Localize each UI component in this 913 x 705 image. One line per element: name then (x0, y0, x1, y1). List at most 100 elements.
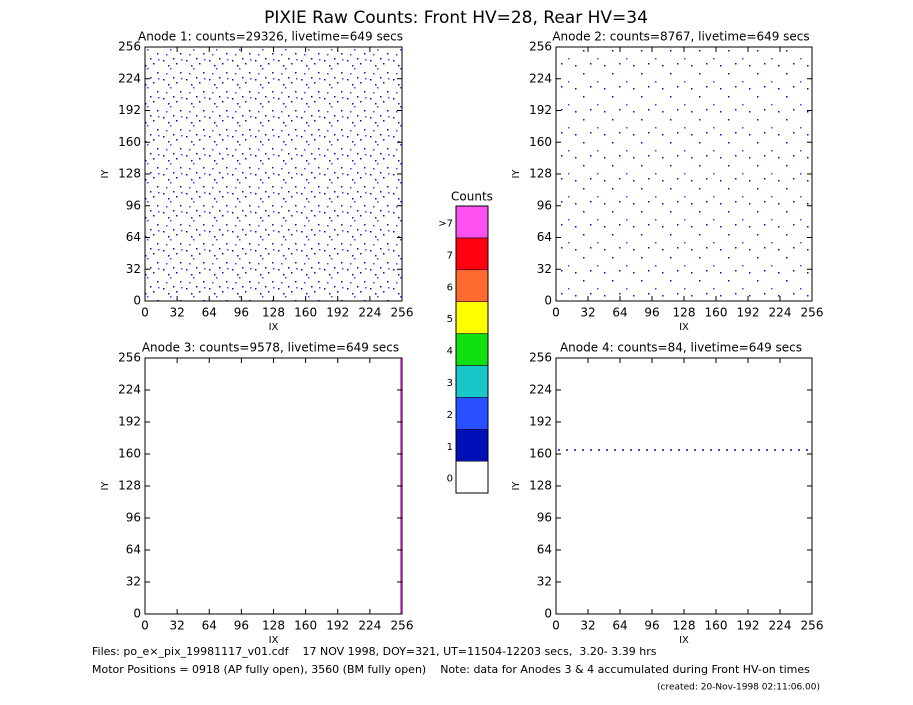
y-tick-label: 0 (544, 607, 552, 621)
x-tick-label: 32 (580, 619, 595, 633)
y-tick-label: 256 (529, 351, 552, 365)
y-tick-label: 128 (529, 479, 552, 493)
x-tick-label: 192 (326, 306, 349, 320)
y-tick-label: 32 (126, 262, 141, 276)
colorbar-cell (455, 333, 489, 366)
y-tick-label: 224 (118, 71, 141, 85)
x-tick-label: 96 (234, 619, 249, 633)
y-tick-label: 32 (537, 262, 552, 276)
y-tick-label: 256 (118, 40, 141, 54)
y-tick-label: 0 (133, 607, 141, 621)
colorbar-label: 6 (447, 282, 453, 293)
colorbar-label: 1 (447, 442, 453, 453)
colorbar-label: 0 (447, 474, 453, 485)
y-tick-label: 160 (118, 135, 141, 149)
x-tick-label: 64 (612, 619, 627, 633)
colorbar-cell (455, 269, 489, 302)
y-tick-label: 128 (118, 167, 141, 181)
x-tick-label: 192 (326, 619, 349, 633)
y-tick-label: 160 (529, 135, 552, 149)
x-tick-label: 0 (552, 619, 560, 633)
colorbar-label: >7 (438, 219, 453, 230)
x-tick-label: 32 (580, 306, 595, 320)
x-tick-label: 32 (169, 619, 184, 633)
x-tick-label: 64 (202, 619, 217, 633)
y-tick-label: 0 (133, 294, 141, 308)
counts-texture (556, 47, 812, 301)
y-tick-label: 32 (537, 575, 552, 589)
y-tick-label: 96 (126, 198, 141, 212)
y-tick-label: 128 (529, 167, 552, 181)
colorbar-cell (455, 460, 489, 494)
y-tick-label: 192 (529, 103, 552, 117)
colorbar-cell (455, 397, 489, 430)
y-tick-label: 224 (529, 383, 552, 397)
x-tick-label: 192 (737, 306, 760, 320)
panel-title: Anode 2: counts=8767, livetime=649 secs (552, 30, 809, 44)
x-tick-label: 128 (262, 619, 285, 633)
y-tick-label: 160 (529, 447, 552, 461)
y-axis-label: IY (511, 169, 522, 179)
colorbar-label: 7 (447, 250, 453, 261)
panel-title: Anode 4: counts=84, livetime=649 secs (560, 341, 802, 355)
y-tick-label: 64 (126, 543, 141, 557)
x-tick-label: 128 (262, 306, 285, 320)
x-tick-label: 0 (141, 306, 149, 320)
x-tick-label: 160 (705, 619, 728, 633)
footer-text: Files: po_e×_pix_19981117_v01.cdf 17 NOV… (92, 645, 657, 658)
y-tick-label: 224 (118, 383, 141, 397)
x-tick-label: 224 (769, 306, 792, 320)
x-tick-label: 224 (358, 619, 381, 633)
x-axis-label: IX (679, 635, 689, 646)
footer-text: Motor Positions = 0918 (AP fully open), … (92, 663, 810, 676)
x-tick-label: 96 (644, 619, 659, 633)
plot-frame (555, 357, 813, 615)
y-tick-label: 224 (529, 71, 552, 85)
y-tick-label: 192 (118, 415, 141, 429)
colorbar-cell (455, 428, 489, 462)
y-tick-label: 0 (544, 294, 552, 308)
y-tick-label: 96 (537, 511, 552, 525)
x-tick-label: 96 (234, 306, 249, 320)
y-tick-label: 96 (537, 198, 552, 212)
colorbar-cell (455, 205, 489, 239)
x-tick-label: 256 (391, 619, 414, 633)
colorbar-label: 3 (447, 378, 453, 389)
y-tick-label: 192 (529, 415, 552, 429)
colorbar-cell (455, 365, 489, 398)
x-tick-label: 224 (358, 306, 381, 320)
panel-title: Anode 3: counts=9578, livetime=649 secs (142, 341, 399, 355)
page-title: PIXIE Raw Counts: Front HV=28, Rear HV=3… (264, 8, 648, 28)
y-tick-label: 64 (537, 543, 552, 557)
colorbar-label: 4 (447, 346, 453, 357)
y-tick-label: 96 (126, 511, 141, 525)
x-tick-label: 160 (294, 619, 317, 633)
colorbar-label: 5 (447, 314, 453, 325)
y-axis-label: IY (100, 169, 111, 179)
y-axis-label: IY (511, 481, 522, 491)
y-tick-label: 128 (118, 479, 141, 493)
x-tick-label: 256 (801, 619, 824, 633)
counts-texture (145, 47, 402, 301)
colorbar-cell (455, 301, 489, 334)
x-tick-label: 256 (801, 306, 824, 320)
x-tick-label: 192 (737, 619, 760, 633)
x-tick-label: 0 (552, 306, 560, 320)
colorbar-title: Counts (451, 190, 493, 204)
y-tick-label: 160 (118, 447, 141, 461)
x-axis-label: IX (679, 322, 689, 333)
y-tick-label: 32 (126, 575, 141, 589)
colorbar-label: 2 (447, 410, 453, 421)
x-tick-label: 128 (673, 619, 696, 633)
x-tick-label: 160 (705, 306, 728, 320)
y-tick-label: 192 (118, 103, 141, 117)
y-tick-label: 256 (529, 40, 552, 54)
y-tick-label: 64 (537, 230, 552, 244)
y-tick-label: 256 (118, 351, 141, 365)
x-tick-label: 96 (644, 306, 659, 320)
y-tick-label: 64 (126, 230, 141, 244)
colorbar-cell (455, 237, 489, 271)
footer-text: (created: 20-Nov-1998 02:11:06.00) (657, 683, 820, 693)
